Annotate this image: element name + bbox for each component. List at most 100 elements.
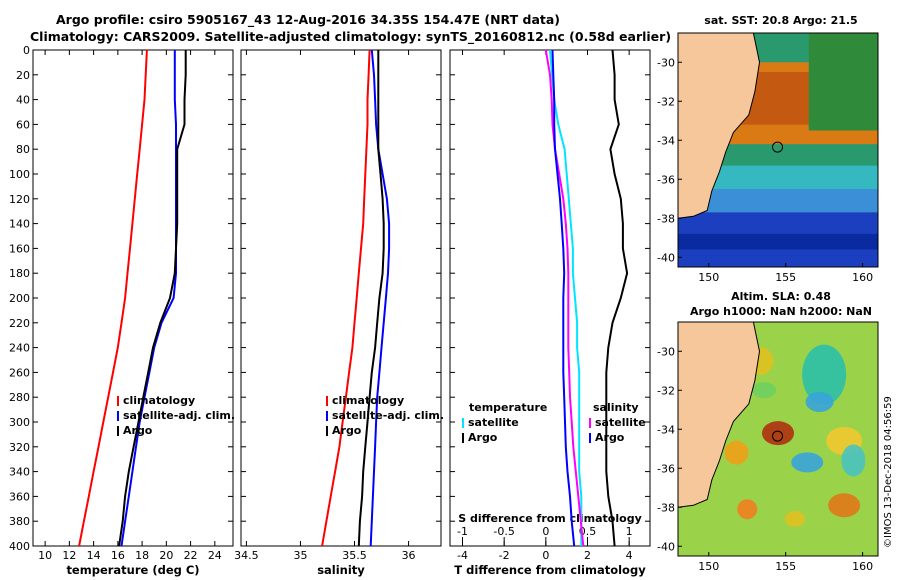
argo-position-marker <box>772 430 784 442</box>
map-y-tick-label: -30 <box>657 345 675 358</box>
x-tick-label: 16 <box>111 549 125 562</box>
top-s-tick-label: -0.5 <box>493 525 514 538</box>
series-line-s-argo <box>551 49 576 547</box>
legend-label: climatology <box>332 394 404 407</box>
top-s-tick-label: 1 <box>626 525 633 538</box>
series-line-argo <box>357 50 385 547</box>
x-tick-label: 35 <box>293 549 307 562</box>
map-x-tick-label: 150 <box>698 271 719 284</box>
map-frame-sst <box>677 32 879 268</box>
y-tick-label: 60 <box>16 118 30 131</box>
series-line-climatology <box>78 49 148 547</box>
y-tick-label: 360 <box>9 490 30 503</box>
series-line-argo <box>118 50 187 547</box>
blue-band <box>678 189 878 213</box>
top-s-axis-label: S difference from climatology <box>458 512 642 525</box>
y-tick-label: 140 <box>9 218 30 231</box>
map-y-tick-label: -32 <box>657 384 675 397</box>
series-line-s-satellite <box>544 49 585 547</box>
x-tick-label: -4 <box>457 549 468 562</box>
x-tick-label: 20 <box>159 549 173 562</box>
x-tick-label: 10 <box>38 549 52 562</box>
y-tick-label: 20 <box>16 69 30 82</box>
x-axis-label: temperature (deg C) <box>66 563 199 577</box>
map-y-tick-label: -34 <box>657 423 675 436</box>
anomaly-blob <box>802 344 847 405</box>
darkest-band <box>678 233 878 250</box>
x-tick-label: 0 <box>542 549 549 562</box>
anomaly-blob <box>737 499 758 520</box>
map-y-tick-label: -40 <box>657 251 675 264</box>
sst-map-title: sat. SST: 20.8 Argo: 21.5 <box>704 14 858 27</box>
green-patch <box>808 33 878 131</box>
map-frame-sla <box>677 321 879 557</box>
y-tick-label: 340 <box>9 466 30 479</box>
map-content-sst <box>678 33 878 267</box>
x-tick-label: 34.5 <box>234 549 259 562</box>
sla-map-title-line-2: Argo h1000: NaN h2000: NaN <box>689 305 873 318</box>
map-y-tick-label: -40 <box>657 540 675 553</box>
x-axis-label: T difference from climatology <box>454 563 646 577</box>
y-tick-label: 200 <box>9 292 30 305</box>
series-line-satellite-adj-clim- <box>120 50 177 547</box>
land-mass <box>678 322 761 508</box>
y-tick-label: 300 <box>9 416 30 429</box>
y-tick-label: 400 <box>9 540 30 553</box>
x-tick-label: 24 <box>208 549 222 562</box>
argo-position-marker <box>772 141 784 153</box>
series-line-t-argo <box>605 49 629 547</box>
sla-map-title-line-1: Altim. SLA: 0.48 <box>731 290 831 303</box>
map-x-tick-label: 155 <box>775 271 796 284</box>
x-tick-label: -2 <box>499 549 510 562</box>
y-tick-label: 40 <box>16 94 30 107</box>
map-y-tick-label: -36 <box>657 462 675 475</box>
y-tick-label: 180 <box>9 267 30 280</box>
plot-frame-salinity <box>240 49 442 547</box>
series-line-climatology <box>321 49 371 547</box>
map-y-tick-label: -38 <box>657 501 675 514</box>
figure-title-line-2: Climatology: CARS2009. Satellite-adjuste… <box>30 29 672 44</box>
legend-label: satellite-adj. clim. <box>123 409 235 422</box>
y-tick-label: 120 <box>9 193 30 206</box>
legend-label: Argo <box>332 424 362 437</box>
y-tick-label: 280 <box>9 391 30 404</box>
anomaly-blob <box>724 440 749 465</box>
anomaly-blob <box>805 391 834 412</box>
y-tick-label: 260 <box>9 366 30 379</box>
y-tick-label: 100 <box>9 168 30 181</box>
legend-title-temperature: temperature <box>469 401 547 414</box>
y-tick-label: 380 <box>9 515 30 528</box>
land-mass <box>678 33 761 219</box>
legend-label: Argo <box>468 431 498 444</box>
map-x-tick-label: 150 <box>698 560 719 573</box>
anomaly-blob <box>791 452 824 473</box>
x-tick-label: 2 <box>584 549 591 562</box>
cyan-band <box>678 165 878 189</box>
map-y-tick-label: -32 <box>657 95 675 108</box>
anomaly-blob <box>752 382 777 399</box>
x-tick-label: 22 <box>184 549 198 562</box>
legend-label: satellite <box>468 416 519 429</box>
series-line-t-satellite <box>549 49 583 546</box>
anomaly-blob <box>828 493 861 518</box>
series-line-satellite-adj-clim- <box>369 49 391 547</box>
map-x-tick-label: 155 <box>775 560 796 573</box>
anomaly-blob <box>762 421 794 446</box>
legend-label: Argo <box>123 424 153 437</box>
legend-title-salinity: salinity <box>593 401 639 414</box>
y-tick-label: 320 <box>9 441 30 454</box>
anomaly-blob <box>784 510 805 527</box>
top-s-tick-label: -1 <box>457 525 468 538</box>
y-tick-label: 220 <box>9 317 30 330</box>
y-tick-label: 240 <box>9 342 30 355</box>
legend-label: satellite <box>595 416 646 429</box>
top-s-tick-label: 0 <box>542 525 549 538</box>
legend-label: climatology <box>123 394 195 407</box>
map-y-tick-label: -34 <box>657 134 675 147</box>
map-y-tick-label: -30 <box>657 56 675 69</box>
x-axis-label: salinity <box>317 563 365 577</box>
legend-label: Argo <box>595 431 625 444</box>
x-tick-label: 35.5 <box>342 549 367 562</box>
map-x-tick-label: 160 <box>852 271 873 284</box>
